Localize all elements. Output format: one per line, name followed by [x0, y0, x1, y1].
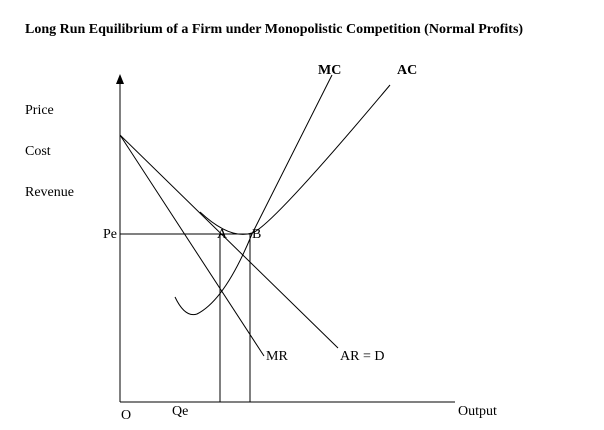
x-label: Output [458, 404, 497, 419]
origin: O [121, 408, 131, 423]
curve-label: MC [318, 63, 341, 78]
mr-curve [119, 134, 265, 357]
title: Long Run Equilibrium of a Firm under Mon… [25, 22, 523, 37]
y-axis-arrow [116, 74, 124, 84]
ar-curve [119, 134, 339, 349]
price-label: Pe [103, 227, 117, 242]
curve-label: AR = D [340, 349, 384, 364]
y-label: Price [25, 103, 54, 118]
curve-label: AC [397, 63, 417, 78]
quantity-label: Qe [172, 404, 188, 419]
point-label: A [217, 227, 228, 242]
y-label: Cost [25, 144, 51, 159]
y-label: Revenue [25, 185, 74, 200]
point-label: B [252, 227, 261, 242]
mc-curve [174, 74, 333, 316]
ac-curve [199, 84, 391, 235]
curve-label: MR [266, 349, 288, 364]
